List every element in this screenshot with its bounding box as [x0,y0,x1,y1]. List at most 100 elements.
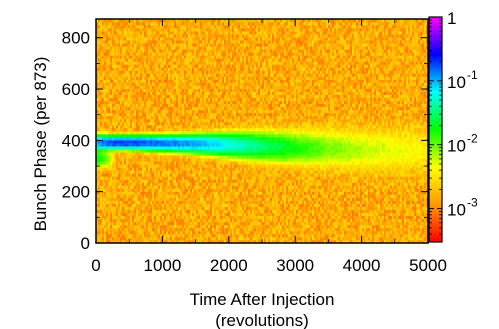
heatmap-cell [170,206,173,211]
heatmap-cell [220,149,223,153]
heatmap-cell [128,200,131,204]
heatmap-cell [148,185,151,189]
heatmap-cell [216,28,219,32]
heatmap-cell [120,236,123,241]
heatmap-cell [138,236,141,241]
heatmap-cell [174,64,177,68]
heatmap-cell [168,134,171,138]
heatmap-cell [204,134,207,138]
heatmap-cell [180,176,183,180]
heatmap-cell [226,127,229,132]
heatmap-cell [210,25,213,29]
heatmap-cell [218,179,221,183]
heatmap-cell [152,146,155,150]
heatmap-cell [172,233,175,238]
heatmap-cell [164,34,167,38]
heatmap-cell [104,88,107,92]
heatmap-cell [110,215,113,220]
heatmap-cell [188,97,191,102]
heatmap-cell [160,173,163,177]
heatmap-cell [116,167,119,171]
heatmap-cell [172,137,175,141]
heatmap-cell [174,37,177,41]
heatmap-cell [98,233,101,238]
heatmap-cell [190,22,193,26]
heatmap-cell [136,118,139,123]
heatmap-cell [100,64,103,68]
heatmap-cell [204,239,207,244]
heatmap-cell [154,230,157,235]
heatmap-cell [158,209,161,214]
heatmap-cell [96,103,99,108]
heatmap-cell [176,200,179,204]
heatmap-cell [158,97,161,102]
heatmap-cell [152,131,155,135]
heatmap-cell [214,185,217,189]
heatmap-cell [98,212,101,217]
heatmap-cell [122,31,125,35]
heatmap-cell [150,115,153,120]
heatmap-cell [168,167,171,171]
heatmap-cell [166,140,169,144]
heatmap-cell [172,176,175,180]
heatmap-cell [140,149,143,153]
heatmap-cell [168,85,171,89]
heatmap-cell [190,215,193,220]
heatmap-cell [98,236,101,241]
heatmap-cell [196,212,199,217]
heatmap-cell [216,79,219,83]
heatmap-cell [168,94,171,99]
heatmap-cell [132,85,135,89]
heatmap-cell [104,179,107,183]
heatmap-cell [112,88,115,92]
heatmap-cell [172,164,175,168]
heatmap-cell [230,239,233,244]
heatmap-cell [214,25,217,29]
heatmap-cell [150,158,153,162]
heatmap-cell [190,85,193,89]
heatmap-cell [214,176,217,180]
heatmap-cell [202,164,205,168]
heatmap-cell [220,34,223,38]
heatmap-cell [110,112,113,117]
heatmap-cell [186,25,189,29]
heatmap-cell [226,115,229,120]
heatmap-cell [136,112,139,117]
heatmap-cell [212,22,215,26]
heatmap-cell [124,203,127,207]
heatmap-cell [212,152,215,156]
heatmap-cell [166,25,169,29]
heatmap-cell [148,76,151,80]
heatmap-cell [170,52,173,56]
heatmap-cell [172,115,175,120]
heatmap-cell [204,106,207,111]
heatmap-cell [194,25,197,29]
heatmap-cell [110,140,113,144]
heatmap-cell [120,73,123,77]
heatmap-cell [160,179,163,183]
heatmap-cell [154,152,157,156]
heatmap-cell [170,140,173,144]
heatmap-cell [178,58,181,62]
heatmap-cell [116,31,119,35]
heatmap-cell [152,221,155,226]
heatmap-cell [202,67,205,71]
heatmap-cell [180,212,183,217]
heatmap-cell [164,191,167,195]
heatmap-cell [176,103,179,108]
heatmap-cell [164,149,167,153]
heatmap-cell [170,94,173,99]
heatmap-cell [142,100,145,105]
heatmap-cell [142,167,145,171]
heatmap-cell [198,88,201,92]
heatmap-cell [124,197,127,201]
heatmap-cell [200,230,203,235]
heatmap-cell [190,40,193,44]
heatmap-cell [134,52,137,56]
heatmap-cell [134,149,137,153]
heatmap-cell [198,127,201,132]
heatmap-cell [190,230,193,235]
heatmap-cell [156,22,159,26]
heatmap-cell [222,209,225,214]
heatmap-cell [98,140,101,144]
